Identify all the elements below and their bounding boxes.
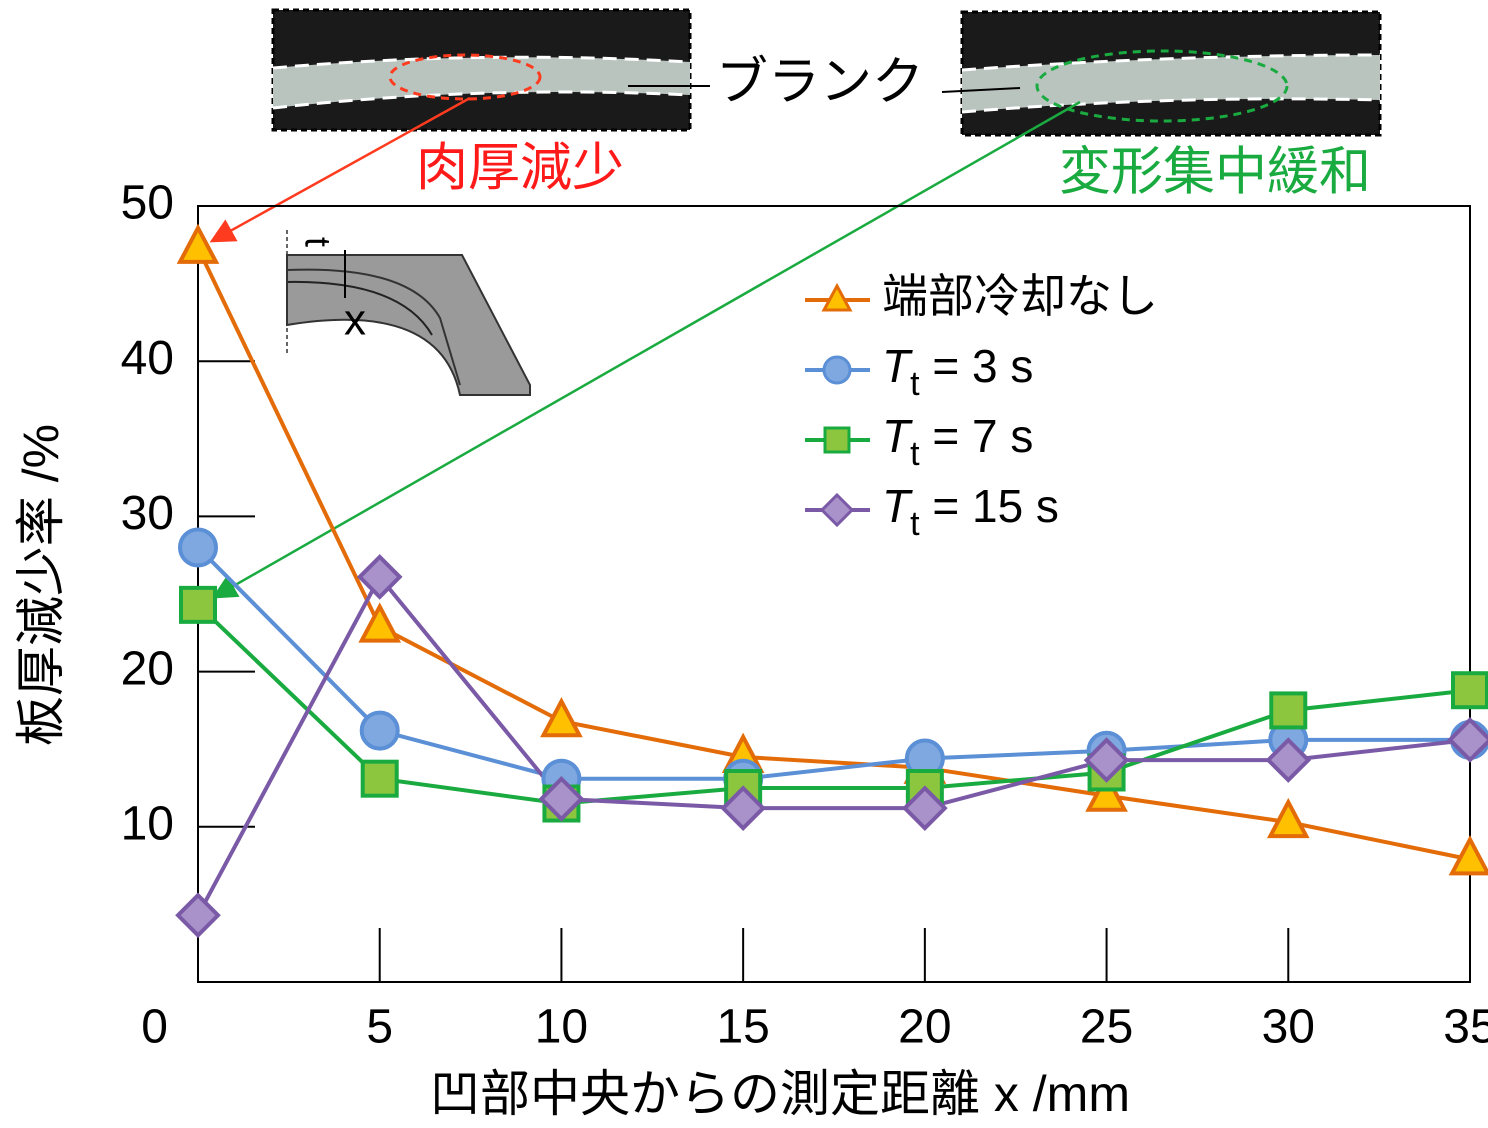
y-tick-label: 20 (121, 642, 174, 695)
x-tick-label: 20 (898, 1001, 951, 1054)
legend-label: 端部冷却なし (882, 270, 1158, 322)
x-tick-label: 30 (1262, 1001, 1315, 1054)
annotation: x (344, 296, 366, 345)
x-tick-label: 0 (141, 1001, 168, 1054)
marker (178, 895, 218, 935)
x-tick-label: 10 (535, 1001, 588, 1054)
marker (363, 762, 397, 796)
legend-label: Tt = 15 s (882, 480, 1059, 543)
marker (181, 588, 215, 622)
y-tick-label: 10 (121, 797, 174, 850)
x-tick-label: 5 (366, 1001, 393, 1054)
legend-label: Tt = 7 s (882, 410, 1033, 473)
legend-label: Tt = 3 s (882, 340, 1033, 403)
photo-right (962, 12, 1380, 135)
legend-marker (822, 495, 852, 525)
chart: ブランク 肉厚減少 変形集中緩和 x t 凹部中央からの測定距離 x /mm 板… (0, 0, 1488, 1128)
legend-marker (825, 428, 849, 452)
marker (1271, 693, 1305, 727)
y-tick-label: 40 (121, 332, 174, 385)
annotation: 肉厚減少 (416, 140, 624, 198)
photo-left (273, 10, 690, 130)
marker (362, 713, 398, 749)
inset-diagram (287, 230, 530, 395)
annotation: ブランク (716, 54, 924, 112)
y-axis-label: 板厚減少率 /% (13, 424, 69, 746)
legend-marker (824, 357, 850, 383)
x-tick-label: 15 (716, 1001, 769, 1054)
y-tick-label: 30 (121, 487, 174, 540)
marker (1453, 673, 1487, 707)
annotation: 変形集中緩和 (1059, 144, 1371, 202)
annotation: t (297, 237, 338, 247)
marker (180, 529, 216, 565)
x-axis-label: 凹部中央からの測定距離 x /mm (430, 1066, 1130, 1122)
x-tick-label: 35 (1443, 1001, 1488, 1054)
marker (362, 607, 398, 641)
y-tick-label: 50 (121, 177, 174, 230)
marker (180, 228, 216, 262)
marker (543, 701, 579, 735)
x-tick-label: 25 (1080, 1001, 1133, 1054)
